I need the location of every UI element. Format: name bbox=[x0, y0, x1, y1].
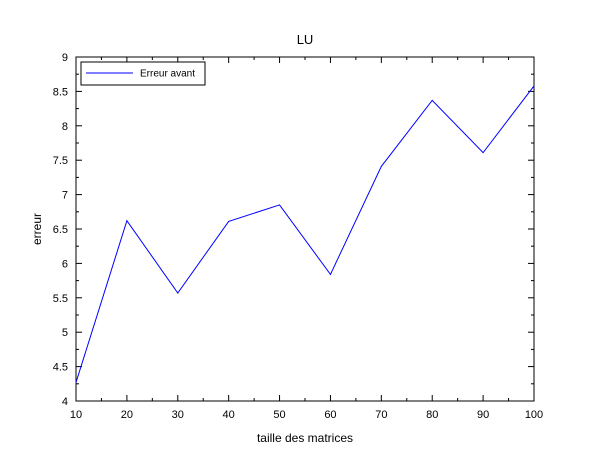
data-point bbox=[279, 204, 281, 206]
series-line bbox=[75, 85, 535, 383]
y-tick-label: 4.5 bbox=[53, 362, 68, 374]
y-tick-label: 7.5 bbox=[53, 155, 68, 167]
x-tick-label: 40 bbox=[223, 409, 235, 421]
chart-title: LU bbox=[297, 32, 314, 47]
x-axis: 10 20 30 40 50 60 70 80 90 100 bbox=[70, 57, 543, 421]
data-point bbox=[533, 85, 535, 87]
y-tick-label: 7 bbox=[62, 190, 68, 202]
y-tick-label: 5 bbox=[62, 327, 68, 339]
x-axis-title: taille des matrices bbox=[257, 431, 353, 445]
x-tick-label: 50 bbox=[273, 409, 285, 421]
y-tick-label: 6.5 bbox=[53, 224, 68, 236]
y-tick-label: 8.5 bbox=[53, 86, 68, 98]
y-tick-label: 8 bbox=[62, 121, 68, 133]
y-tick-label: 5.5 bbox=[53, 293, 68, 305]
x-tick-label: 70 bbox=[375, 409, 387, 421]
x-tick-label: 90 bbox=[477, 409, 489, 421]
legend: Erreur avant bbox=[80, 61, 206, 86]
data-point bbox=[329, 273, 331, 275]
x-tick-label: 80 bbox=[426, 409, 438, 421]
y-axis-title: erreur bbox=[30, 213, 44, 245]
x-tick-label: 60 bbox=[324, 409, 336, 421]
x-tick-label: 10 bbox=[70, 409, 82, 421]
y-tick-label: 9 bbox=[62, 52, 68, 64]
data-point bbox=[126, 220, 128, 222]
data-point bbox=[228, 220, 230, 222]
data-point bbox=[177, 292, 179, 294]
data-point bbox=[431, 99, 433, 101]
x-tick-label: 30 bbox=[172, 409, 184, 421]
series-layer bbox=[75, 85, 535, 383]
data-point bbox=[482, 152, 484, 154]
x-tick-label: 20 bbox=[121, 409, 133, 421]
data-point bbox=[380, 165, 382, 167]
x-tick-label: 100 bbox=[525, 409, 543, 421]
legend-box bbox=[80, 61, 206, 86]
y-tick-label: 6 bbox=[62, 258, 68, 270]
legend-label: Erreur avant bbox=[140, 69, 195, 80]
y-tick-label: 4 bbox=[62, 396, 68, 408]
plot-area bbox=[75, 56, 535, 402]
y-axis: 4 4.5 5 5.5 6 6.5 7 7.5 8 8.5 9 bbox=[53, 52, 534, 408]
data-point bbox=[75, 381, 77, 383]
